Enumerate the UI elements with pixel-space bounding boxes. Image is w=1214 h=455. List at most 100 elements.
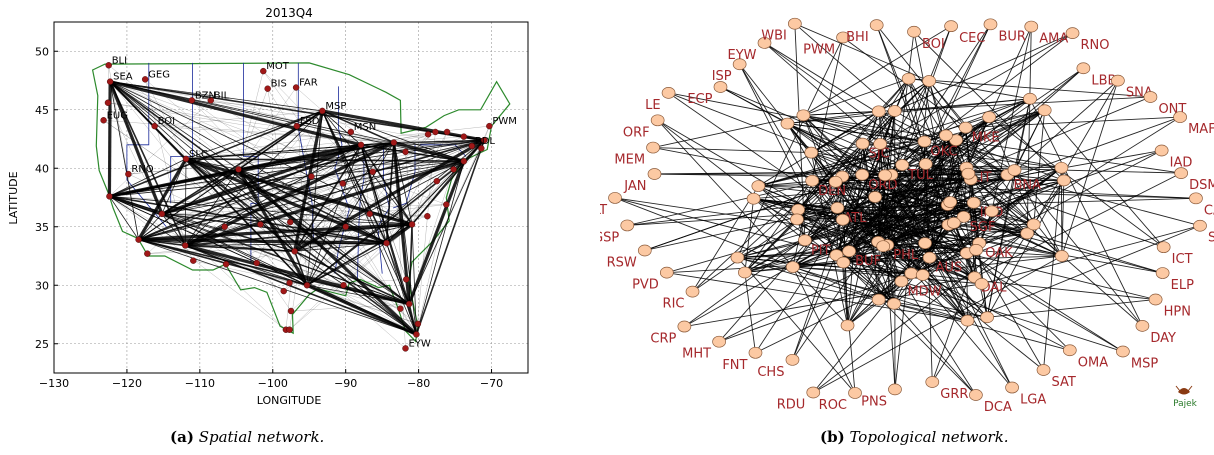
network-edge: [787, 123, 968, 254]
network-node: [732, 58, 747, 71]
topological-network-chart: BOICECBURAMARNOLBBSNAONTMAFIADDSMCAKSFOI…: [600, 17, 1214, 415]
route-line-hub: [184, 158, 187, 246]
airport-marker-bli: [105, 62, 112, 69]
network-edge: [792, 266, 856, 394]
route-line: [416, 131, 436, 335]
route-line-hub: [322, 110, 413, 225]
network-edge: [657, 119, 895, 305]
y-tick-label: 50: [35, 45, 49, 58]
network-node: [1116, 345, 1130, 358]
network-node: [647, 168, 662, 180]
network-edge: [753, 198, 977, 251]
route-line-hub: [411, 139, 485, 225]
airport-marker-slc: [182, 155, 190, 163]
node-label-rdu: RDU: [777, 397, 806, 412]
network-edge: [666, 272, 968, 322]
route-line-hub: [393, 139, 485, 143]
route-line-hub: [237, 168, 309, 287]
airport-marker-mco: [405, 300, 413, 308]
network-node: [922, 251, 937, 264]
network-edge: [862, 143, 1062, 169]
caption-b-tag: (b): [820, 428, 845, 446]
network-edge: [739, 64, 850, 252]
route-line: [290, 139, 485, 223]
network-edge: [894, 32, 1073, 112]
network-node: [748, 346, 763, 359]
network-node: [798, 234, 812, 247]
network-edge: [842, 219, 895, 304]
route-line-hub: [107, 81, 112, 197]
airport-label-sea: SEA: [113, 72, 133, 83]
network-node: [848, 387, 862, 399]
airport-marker-sea: [106, 78, 114, 85]
node-label-pit: PIT: [811, 243, 831, 258]
network-edge: [720, 86, 788, 124]
network-edge: [835, 181, 844, 220]
airport-marker-rno: [125, 170, 132, 178]
route-line-hub: [138, 238, 387, 245]
node-label-roc: ROC: [819, 398, 847, 413]
node-label-eyw: EYW: [727, 48, 756, 63]
network-edge: [967, 173, 976, 278]
network-edge: [967, 225, 1201, 322]
network-edge: [966, 167, 1034, 225]
network-edge: [744, 272, 895, 305]
airport-label-eyw: EYW: [408, 338, 430, 349]
network-node: [685, 285, 700, 298]
route-line-hub: [109, 195, 387, 244]
node-label-isp: ISP: [712, 69, 732, 84]
network-edge: [911, 167, 1062, 274]
node-label-crp: CRP: [650, 332, 676, 347]
node-label-wbi: WBI: [761, 29, 787, 44]
network-node: [984, 205, 999, 218]
network-edge: [945, 135, 1035, 225]
y-tick-label: 40: [35, 162, 49, 175]
network-edge: [878, 283, 982, 301]
network-edge: [803, 110, 879, 116]
network-edge: [798, 209, 992, 212]
network-edge: [787, 110, 879, 125]
airport-marker-mia: [413, 331, 420, 338]
airport-marker-geg: [141, 76, 149, 83]
network-edge: [893, 167, 1062, 305]
node-label-ama: AMA: [1039, 32, 1068, 47]
airport-marker-sfo: [106, 193, 113, 200]
route-line-hub: [416, 161, 465, 335]
network-node: [1005, 381, 1019, 394]
node-label-oak: OAK: [985, 246, 1013, 261]
network-edge: [737, 257, 856, 394]
airport-marker-aus: [286, 279, 293, 287]
node-label-ict: ICT: [1172, 252, 1193, 267]
airport-marker-bis: [264, 85, 271, 92]
node-label-oma: OMA: [1078, 355, 1108, 370]
network-node: [974, 278, 989, 290]
network-node: [946, 217, 961, 229]
network-edge: [794, 23, 930, 82]
route-line-hub: [385, 142, 395, 244]
network-edge: [879, 143, 924, 276]
network-edge: [908, 78, 1151, 98]
airport-marker-ama: [257, 221, 264, 228]
network-edge: [1061, 80, 1119, 257]
route-line-hub: [109, 80, 362, 147]
airport-marker-okc: [287, 218, 294, 226]
node-label-mke: MKE: [972, 131, 1000, 146]
caption-a-text: Spatial network.: [198, 428, 325, 446]
network-node: [620, 219, 635, 232]
network-node: [869, 19, 884, 31]
route-line: [416, 169, 454, 335]
airport-marker-bna: [366, 210, 373, 218]
network-node: [842, 245, 857, 258]
network-node: [713, 81, 728, 93]
x-tick-label: −130: [39, 377, 69, 390]
node-label-day: DAY: [1150, 331, 1176, 346]
axes: −130 −120 −110 −100 −90 −80 −70 25 30 35 40 45 50: [35, 21, 529, 390]
network-edge: [986, 180, 1065, 318]
airport-marker-clt: [408, 221, 416, 228]
route-line-hub: [161, 158, 187, 215]
network-edge: [803, 25, 952, 116]
network-node: [918, 158, 933, 170]
network-edge: [883, 222, 954, 247]
route-line-hub: [293, 144, 362, 252]
network-edge: [929, 80, 1031, 100]
